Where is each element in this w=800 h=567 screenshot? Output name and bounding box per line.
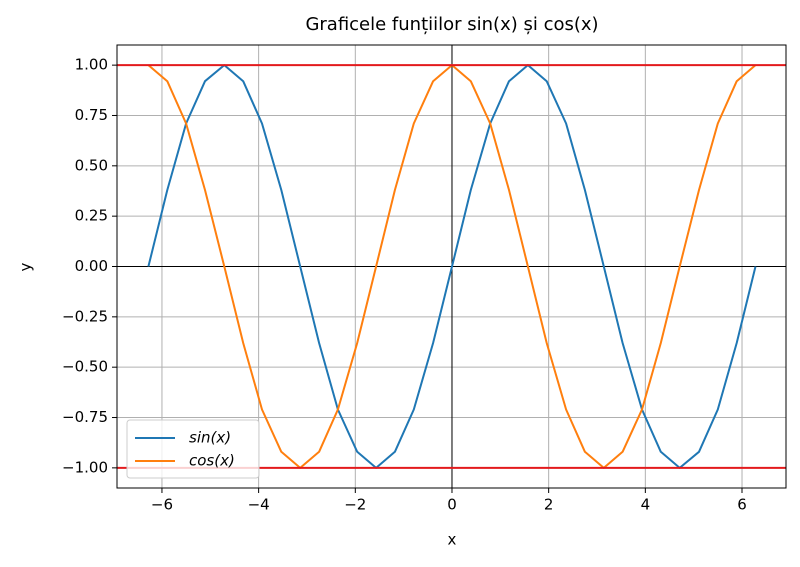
chart-title: Graficele funțiilor sin(x) și cos(x) [305, 14, 598, 35]
plot-frame [116, 44, 787, 489]
y-tick-label: −0.25 [62, 307, 108, 325]
y-tick-label: −0.75 [62, 408, 108, 426]
x-tick-label: 4 [641, 496, 651, 514]
x-tick-label: 2 [544, 496, 554, 514]
y-axis-label: y [17, 262, 35, 271]
x-tick-label: 0 [447, 496, 457, 514]
legend-box [126, 419, 260, 479]
y-tick-label: −1.00 [62, 458, 108, 476]
x-tick-label: −2 [344, 496, 366, 514]
y-tick-label: 1.00 [75, 56, 108, 74]
x-tick-label: −4 [248, 496, 270, 514]
y-tick-label: 0.75 [75, 106, 108, 124]
legend-label: sin(x) [189, 429, 231, 447]
y-tick-label: 0.50 [75, 156, 108, 174]
y-tick-label: −0.50 [62, 358, 108, 376]
y-tick-label: 0.00 [75, 257, 108, 275]
legend-label: cos(x) [189, 452, 235, 470]
series-line [147, 64, 757, 469]
x-tick-label: −6 [151, 496, 173, 514]
x-tick-label: 6 [737, 496, 747, 514]
y-tick-label: 0.25 [75, 207, 108, 225]
x-axis-label: x [448, 531, 457, 549]
